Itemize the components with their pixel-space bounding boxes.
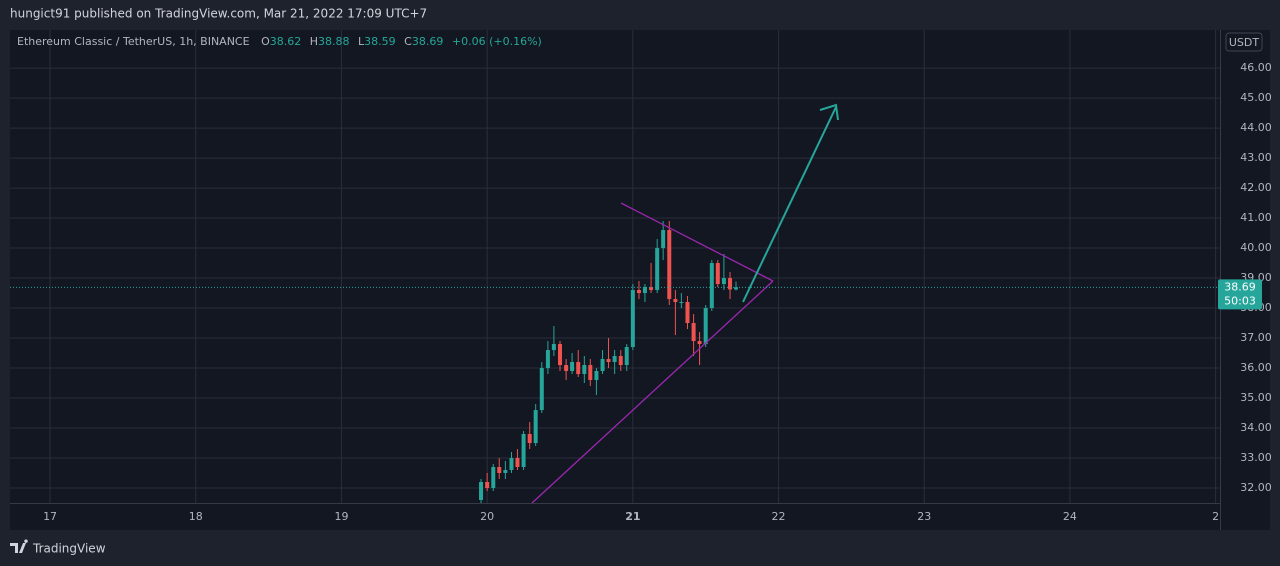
candle-body <box>600 359 605 372</box>
published-note: hungict91 published on TradingView.com, … <box>10 7 427 21</box>
candle-body <box>661 230 666 249</box>
candle-body <box>709 263 714 309</box>
brand-logo <box>10 539 28 553</box>
candle-body <box>721 278 726 285</box>
candle-body <box>636 290 641 294</box>
y-tick-label: 36.00 <box>1240 361 1272 374</box>
brand: TradingView <box>10 539 106 556</box>
candle-body <box>685 302 690 324</box>
candle-body <box>539 368 544 411</box>
ohlc-key: H <box>310 35 318 48</box>
triangle-upper-line <box>620 202 774 282</box>
drawings <box>531 103 839 504</box>
candle-body <box>533 410 538 444</box>
chart-pane <box>10 30 1270 530</box>
candle-body <box>734 287 738 290</box>
last-price-box <box>1218 279 1262 310</box>
y-tick-label: 42.00 <box>1240 181 1272 194</box>
x-tick-label: 20 <box>480 510 494 523</box>
ohlc-value: 38.69 <box>412 35 444 48</box>
countdown-label: 50:03 <box>1224 294 1256 307</box>
candle-body <box>588 365 593 381</box>
candle-body <box>485 482 490 489</box>
triangle-lower-line <box>531 280 774 504</box>
candle-body <box>509 458 514 471</box>
brand-name: TradingView <box>32 542 106 556</box>
x-tick-label: 22 <box>772 510 786 523</box>
forecast-arrow <box>742 106 837 303</box>
candle-body <box>545 350 550 369</box>
candle-body <box>618 356 623 366</box>
last-price-label: 38.69 <box>1224 280 1256 293</box>
candle-body <box>703 308 708 345</box>
candle-body <box>527 434 532 444</box>
y-tick-label: 40.00 <box>1240 241 1272 254</box>
x-tick-label: 19 <box>334 510 348 523</box>
currency-button[interactable] <box>1225 32 1263 52</box>
ohlc-key: O <box>261 35 270 48</box>
candle-body <box>642 287 647 294</box>
ohlc-key: L <box>358 35 365 48</box>
candle-body <box>570 362 575 372</box>
candle-body <box>564 365 569 372</box>
candle-body <box>479 482 484 501</box>
y-tick-label: 32.00 <box>1240 481 1272 494</box>
candle-body <box>691 323 696 342</box>
ticks: 32.0033.0034.0035.0036.0037.0038.0039.00… <box>43 61 1272 523</box>
candle-body <box>697 341 702 345</box>
symbol: Ethereum Classic / TetherUS, 1h, BINANCE <box>17 35 250 48</box>
currency-label[interactable]: USDT <box>1229 36 1260 49</box>
ohlc-key: C <box>404 35 412 48</box>
candle-body <box>606 359 611 363</box>
candle-body <box>612 356 617 363</box>
y-tick-label: 37.00 <box>1240 331 1272 344</box>
symbol-legend: Ethereum Classic / TetherUS, 1h, BINANCE… <box>17 35 542 48</box>
candle-body <box>649 287 654 291</box>
candle-body <box>491 467 496 489</box>
candle-body <box>667 230 672 300</box>
y-tick-label: 44.00 <box>1240 121 1272 134</box>
forecast-arrow-head <box>819 103 839 121</box>
y-tick-label: 43.00 <box>1240 151 1272 164</box>
y-tick-label: 41.00 <box>1240 211 1272 224</box>
x-tick-label: 2 <box>1212 510 1219 523</box>
x-tick-label: 21 <box>625 510 640 523</box>
y-tick-label: 33.00 <box>1240 451 1272 464</box>
ohlc-value: 38.59 <box>364 35 396 48</box>
ohlc-value: 38.88 <box>318 35 350 48</box>
change: +0.06 (+0.16%) <box>452 35 542 48</box>
candle-body <box>679 302 684 304</box>
grid <box>10 30 1220 503</box>
y-tick-label: 35.00 <box>1240 391 1272 404</box>
candle-body <box>551 344 556 351</box>
candle-body <box>728 278 733 290</box>
x-tick-label: 23 <box>917 510 931 523</box>
candle-body <box>624 347 629 366</box>
candle-body <box>715 263 720 285</box>
candle-body <box>630 290 635 348</box>
candles <box>479 221 738 503</box>
candle-body <box>582 365 587 375</box>
candle-body <box>594 371 599 381</box>
x-tick-label: 24 <box>1063 510 1077 523</box>
candle-body <box>576 362 581 375</box>
candle-body <box>515 458 520 468</box>
x-tick-label: 17 <box>43 510 57 523</box>
y-tick-label: 45.00 <box>1240 91 1272 104</box>
y-tick-label: 34.00 <box>1240 421 1272 434</box>
candle-body <box>503 470 508 474</box>
candle-body <box>497 467 502 474</box>
candle-body <box>558 344 562 366</box>
y-tick-label: 46.00 <box>1240 61 1272 74</box>
ohlc-value: 38.62 <box>270 35 302 48</box>
candle-body <box>655 248 660 291</box>
candle-body <box>521 434 526 468</box>
candle-body <box>673 299 678 303</box>
x-tick-label: 18 <box>189 510 203 523</box>
